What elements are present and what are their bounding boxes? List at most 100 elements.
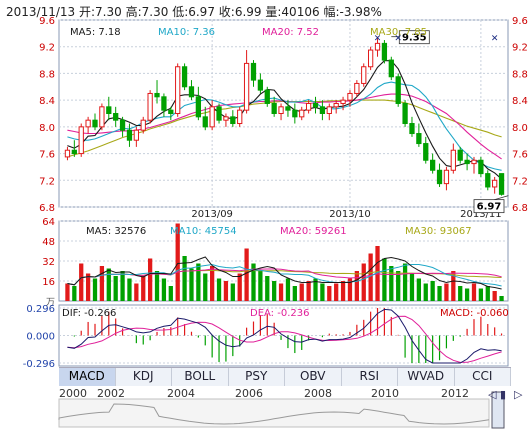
candle-body <box>285 106 291 111</box>
top-marker-icon: ✕ <box>394 34 402 44</box>
tab-wvad[interactable]: WVAD <box>398 368 455 386</box>
volume-bar <box>120 271 125 301</box>
price-y-tick-right: 7.2 <box>512 176 528 187</box>
volume-bar <box>430 281 435 301</box>
top-marker-icon: ✕ <box>491 34 499 44</box>
price-y-tick-right: 7.6 <box>512 150 528 161</box>
candle-body <box>299 109 305 118</box>
price-y-tick-right: 8.0 <box>512 123 528 134</box>
volume-bar <box>396 271 401 301</box>
scroll-left-icon[interactable]: ◁ <box>488 388 497 401</box>
candle-body <box>326 106 332 114</box>
high-label: 高: <box>125 5 142 19</box>
candle-body <box>250 62 257 81</box>
quote-date: 2013/11/13 <box>6 5 76 19</box>
annotation-label: 6.97 <box>477 202 502 213</box>
timeline-year-label: 2008 <box>304 387 332 400</box>
price-x-tick: 2013/09 <box>191 209 233 220</box>
volume-unit-label: 万 <box>46 298 55 308</box>
candle-body <box>354 82 360 94</box>
volume-bar <box>347 278 353 301</box>
volume-bar <box>409 273 415 301</box>
candle-body <box>423 143 429 161</box>
candle-body <box>243 62 250 111</box>
price-y-tick-right: 8.4 <box>512 96 528 107</box>
volume-bar <box>334 283 339 301</box>
candle-body <box>168 109 174 114</box>
candle-body <box>278 106 284 114</box>
volume-bar <box>313 278 318 301</box>
candle-body <box>78 126 84 155</box>
volume-bar <box>285 278 291 301</box>
change-value: -3.98% <box>339 5 382 19</box>
overview-scroll-handle <box>491 391 505 429</box>
price-y-tick-right: 9.6 <box>512 16 528 27</box>
price-y-tick-left: 8.4 <box>39 96 55 107</box>
annotation-box <box>473 199 505 214</box>
tab-obv[interactable]: OBV <box>285 368 342 386</box>
open-label: 开: <box>79 5 96 19</box>
tab-macd[interactable]: MACD <box>59 368 116 386</box>
candle-body <box>209 106 215 128</box>
volume-bar <box>85 273 91 301</box>
price-legend-item: MA10: 7.36 <box>158 27 215 38</box>
candle-body <box>450 149 456 171</box>
top-marker-icon: ✕ <box>374 34 382 44</box>
tab-rsi[interactable]: RSI <box>342 368 398 386</box>
candle-body <box>147 92 153 121</box>
volume-bar <box>141 276 146 301</box>
volume-bar <box>382 258 387 301</box>
macd-y-tick: 0.296 <box>26 304 55 315</box>
candle-body <box>64 149 71 158</box>
volume-bar <box>437 286 442 301</box>
open-value: 7.30 <box>95 5 122 19</box>
volume-legend-item: MA20: 59261 <box>280 226 347 237</box>
candle-body <box>492 179 498 188</box>
volume-bar <box>134 283 139 301</box>
timeline-year-label: 2010 <box>371 387 399 400</box>
candle-body <box>154 92 160 98</box>
price-x-tick: 2013/11 <box>460 209 502 220</box>
tab-psy[interactable]: PSY <box>229 368 285 386</box>
volume-bar <box>182 256 187 301</box>
candle-body <box>402 102 408 125</box>
volume-bar <box>451 271 456 301</box>
price-y-tick-left: 9.2 <box>39 43 55 54</box>
price-y-tick-left: 6.8 <box>39 203 55 214</box>
candle-body <box>471 159 477 165</box>
volume-bar <box>389 266 394 301</box>
volume-ma5-line <box>67 256 502 290</box>
volume-bar <box>471 283 477 301</box>
candle-body <box>188 86 195 98</box>
candle-body <box>106 106 112 114</box>
volume-bar <box>216 278 222 301</box>
candle-body <box>271 102 277 114</box>
close-value: 6.99 <box>234 5 262 19</box>
volume-bar <box>154 271 160 301</box>
volume-bar <box>72 286 77 301</box>
timeline-year-label: 2012 <box>441 387 469 400</box>
scroll-right-icon[interactable]: ▷ <box>514 388 523 401</box>
tab-kdj[interactable]: KDJ <box>116 368 172 386</box>
candle-body <box>430 159 436 171</box>
candle-body <box>216 106 222 121</box>
candle-body <box>443 169 450 185</box>
volume-y-tick: 48 <box>42 237 55 248</box>
tab-boll[interactable]: BOLL <box>172 368 229 386</box>
volume-bar <box>458 286 463 301</box>
volume-legend-item: MA10: 45754 <box>170 226 237 237</box>
candle-body <box>264 89 270 104</box>
volume-bar <box>361 263 366 301</box>
candle-body <box>381 42 388 61</box>
price-y-tick-left: 8.0 <box>39 123 55 134</box>
tab-cci[interactable]: CCI <box>455 368 511 386</box>
scroll-handle-icon[interactable]: ▮ <box>500 388 507 401</box>
annotation-box <box>398 30 430 45</box>
volume-bar <box>444 283 449 301</box>
volume-bar <box>127 278 132 301</box>
candle-body <box>485 173 491 188</box>
candle-body <box>436 169 443 185</box>
candle-body <box>237 109 243 125</box>
